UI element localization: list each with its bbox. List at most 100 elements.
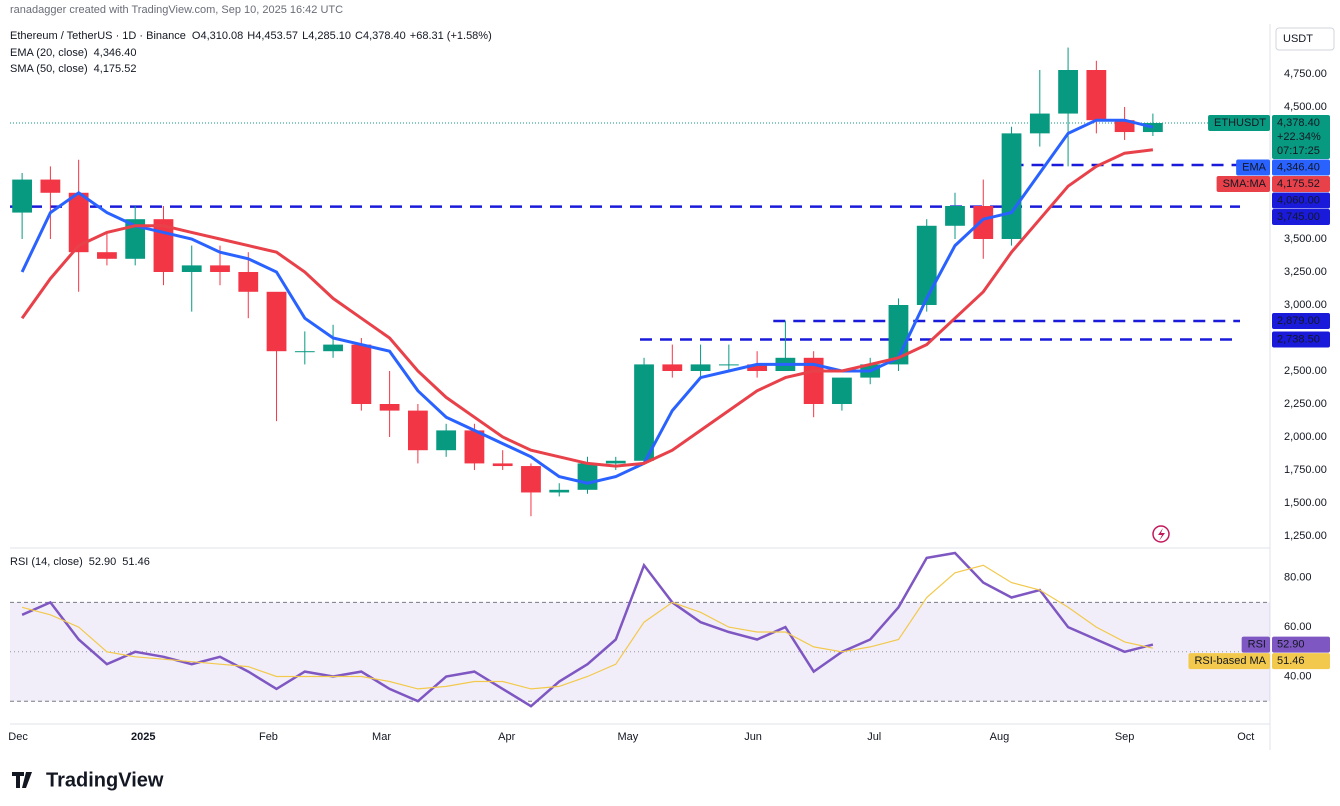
y-tick-label: 3,500.00	[1284, 233, 1327, 245]
axis-tag-text: ETHUSDT	[1214, 117, 1266, 129]
candle-body	[181, 265, 202, 272]
lightning-icon[interactable]	[1152, 525, 1170, 543]
currency-box	[1275, 27, 1335, 51]
rsi-tick-label: 40.00	[1284, 670, 1312, 682]
rsi-line	[21, 564, 1154, 690]
candle-body	[238, 271, 259, 292]
axis-tag-box	[1188, 653, 1270, 670]
indicator-line	[20, 148, 1154, 468]
axis-label-box	[1272, 331, 1330, 348]
axis-label: 52.90 RSI	[1241, 636, 1330, 653]
candle-body	[1114, 120, 1135, 133]
axis-tag-text: RSI-based MA	[1194, 655, 1266, 667]
candle-body	[1058, 70, 1078, 114]
axis-label-box	[1272, 312, 1330, 329]
axis-label: 4,175.52 SMA:MA	[1216, 176, 1330, 193]
rsi-band	[10, 602, 1270, 702]
indicator-line	[20, 118, 1154, 485]
attribution: ranadagger created with TradingView.com,…	[10, 4, 343, 16]
ohlc-value: 4,378.40	[363, 30, 406, 42]
ohlc-label: L	[302, 30, 308, 42]
x-tick-label: Feb	[259, 731, 278, 743]
y-tick-label: 2,500.00	[1284, 365, 1327, 377]
indicator-name: SMA (50, close)	[10, 63, 88, 75]
y-tick-label: 4,500.00	[1284, 101, 1327, 113]
axis-label-box	[1272, 176, 1330, 193]
axis-label-box	[1272, 653, 1330, 670]
x-tick-label: 2025	[131, 731, 155, 743]
candle-body	[718, 364, 739, 366]
axis-tag-box	[1216, 176, 1270, 193]
candle-body	[379, 404, 400, 411]
candle-body	[803, 357, 824, 405]
candle-body	[407, 410, 428, 451]
rsi-title: RSI (14, close)	[10, 556, 83, 568]
x-tick-label: Jun	[744, 731, 762, 743]
axis-label: 2,738.50	[1272, 331, 1330, 348]
indicator-value: 4,346.40	[94, 47, 137, 59]
y-tick-label: 3,000.00	[1284, 299, 1327, 311]
axis-label-text: 51.46	[1277, 655, 1305, 667]
candle-body	[436, 430, 457, 451]
axis-label: 4,060.00	[1272, 192, 1330, 209]
candle-body	[916, 225, 937, 305]
axis-label-text: 52.90	[1277, 639, 1305, 651]
candle-body	[577, 463, 598, 490]
x-tick-label: Oct	[1237, 731, 1254, 743]
x-tick-label: Sep	[1115, 731, 1135, 743]
x-tick-label: Apr	[498, 731, 515, 743]
candle-body	[464, 430, 485, 464]
axis-tag-box	[1241, 636, 1270, 653]
indicator-name: EMA (20, close)	[10, 47, 88, 59]
candle-body	[690, 364, 711, 372]
indicator-value: 4,175.52	[94, 63, 137, 75]
candle-body	[294, 351, 315, 353]
logo-text: TradingView	[46, 769, 164, 791]
rsi-tick-label: 80.00	[1284, 572, 1312, 584]
axis-label-text: 3,745.00	[1277, 211, 1320, 223]
candle-body	[973, 205, 994, 239]
logo: TradingView	[12, 769, 164, 791]
ohlc-value: 4,310.08	[200, 30, 243, 42]
candle-body	[945, 205, 965, 226]
axis-label-box	[1272, 636, 1330, 653]
axis-label-text: 07:17:25	[1277, 145, 1320, 157]
x-tick-label: May	[617, 731, 638, 743]
y-tick-label: 3,250.00	[1284, 266, 1327, 278]
candle-body	[634, 364, 654, 461]
candle-body	[125, 219, 146, 259]
symbol: Ethereum / TetherUS · 1D · Binance	[10, 30, 186, 42]
axis-label-text: 4,060.00	[1277, 194, 1320, 206]
rsi-value: 52.90	[89, 556, 117, 568]
axis-label: 4,378.40 +22.34% 07:17:25 ETHUSDT	[1208, 115, 1330, 160]
axis-label-text: 2,879.00	[1277, 315, 1320, 327]
axis-tag-text: RSI	[1248, 639, 1266, 651]
axis-tag-text: EMA	[1242, 161, 1267, 173]
candle-body	[1029, 113, 1050, 134]
candle-body	[549, 489, 570, 493]
x-tick-label: Mar	[372, 731, 391, 743]
rsi-tick-label: 60.00	[1284, 621, 1312, 633]
ohlc-value: 4,285.10	[308, 30, 351, 42]
y-tick-label: 4,750.00	[1284, 68, 1327, 80]
candle-body	[1086, 70, 1107, 121]
currency: USDT	[1283, 33, 1313, 45]
x-tick-label: Dec	[8, 731, 28, 743]
candle-body	[12, 179, 33, 213]
ohlc-label: C	[355, 30, 363, 42]
axis-label: 2,879.00	[1272, 312, 1330, 329]
axis-tag-text: SMA:MA	[1223, 178, 1267, 190]
x-tick-label: Jul	[867, 731, 881, 743]
candle-body	[492, 463, 513, 467]
x-tick-label: Aug	[990, 731, 1010, 743]
candle-body	[40, 179, 61, 193]
axis-label-box	[1272, 192, 1330, 209]
axis-tag-box	[1208, 115, 1270, 132]
candle-body	[323, 344, 343, 352]
y-tick-label: 2,000.00	[1284, 431, 1327, 443]
rsi-value: 51.46	[122, 556, 150, 568]
ohlc-label: H	[247, 30, 255, 42]
axis-label: 4,346.40 EMA	[1236, 159, 1330, 176]
axis-label-text: 4,175.52	[1277, 178, 1320, 190]
